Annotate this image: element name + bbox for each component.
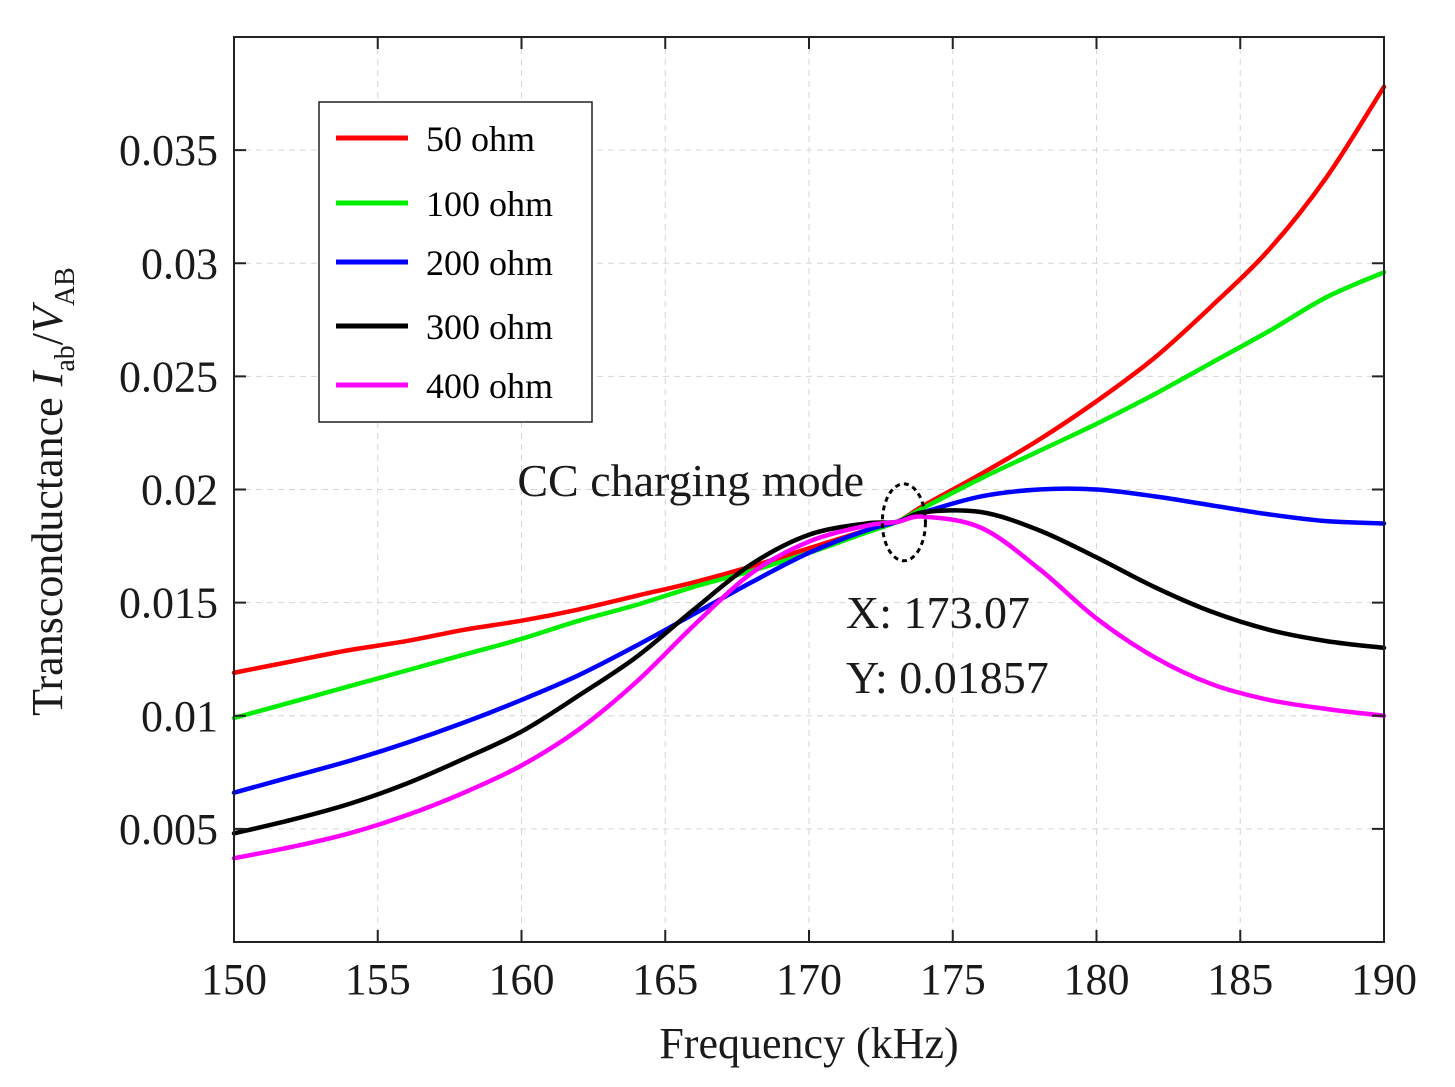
x-tick-label-0: 150 [201, 955, 267, 1004]
y-tick-label-5: 0.03 [141, 239, 218, 288]
x-tick-label-8: 190 [1351, 955, 1417, 1004]
y-tick-label-2: 0.015 [119, 579, 218, 628]
x-tick-label-4: 170 [776, 955, 842, 1004]
cc-mode-label: CC charging mode [517, 455, 864, 506]
series-lines [231, 84, 1387, 861]
y-axis-label-num-symbol: I [23, 369, 72, 387]
x-tick-label-7: 185 [1207, 955, 1273, 1004]
legend-label-1: 100 ohm [426, 184, 553, 224]
y-axis-label-num-sub: ab [50, 345, 81, 371]
y-axis-label-sep: / [23, 332, 72, 345]
y-axis-label-prefix: Transconductance [23, 386, 72, 716]
y-axis-label: Transconductance Iab/VAB [23, 267, 81, 716]
series-line-200-ohm [231, 486, 1387, 795]
x-axis-label: Frequency (kHz) [659, 1019, 958, 1068]
y-axis-label-den-symbol: V [23, 301, 72, 333]
legend-label-0: 50 ohm [426, 119, 535, 159]
legend-label-4: 400 ohm [426, 366, 553, 406]
series-line-300-ohm [231, 508, 1387, 836]
crossing-point-marker [880, 482, 927, 563]
y-tick-label-3: 0.02 [141, 466, 218, 515]
x-tick-label-6: 180 [1064, 955, 1130, 1004]
series-line-400-ohm [231, 514, 1387, 861]
y-tick-label-0: 0.005 [119, 805, 218, 854]
x-tick-label-1: 155 [345, 955, 411, 1004]
legend: 50 ohm 100 ohm 200 ohm 300 ohm 400 ohm [318, 101, 593, 423]
x-tick-label-5: 175 [920, 955, 986, 1004]
legend-label-2: 200 ohm [426, 243, 553, 283]
y-tick-label-1: 0.01 [141, 692, 218, 741]
y-axis-label-den-sub: AB [50, 267, 81, 306]
datatip-y: Y: 0.01857 [846, 652, 1049, 703]
x-tick-label-2: 160 [489, 955, 555, 1004]
y-tick-label-4: 0.025 [119, 352, 218, 401]
datatip-x: X: 173.07 [846, 587, 1030, 638]
legend-label-3: 300 ohm [426, 307, 553, 347]
x-tick-label-3: 165 [632, 955, 698, 1004]
y-tick-label-6: 0.035 [119, 126, 218, 175]
axis-ticks: 150 155 160 165 170 175 180 185 190 0.005 0.01 0.01… [119, 37, 1417, 1004]
